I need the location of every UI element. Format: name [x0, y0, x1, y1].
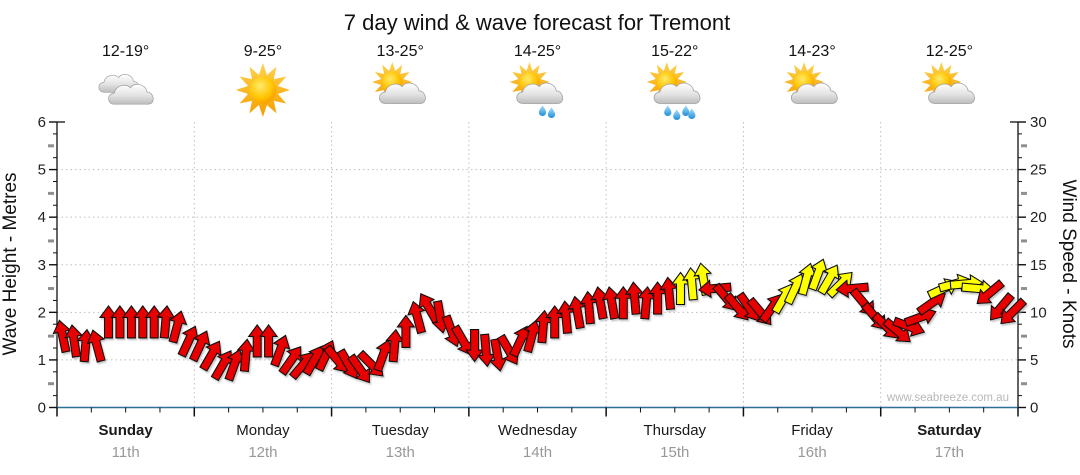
wind-arrow — [259, 324, 278, 358]
day-name-label: Thursday — [644, 422, 707, 439]
wind-arrow-series — [50, 255, 1031, 388]
raindrop-icon-part — [682, 105, 690, 116]
right-axis-tick-label: 5 — [1030, 352, 1038, 369]
day-name-label: Tuesday — [372, 422, 429, 439]
weather-icon-rain-light — [509, 62, 564, 118]
wind-arrow-glyph — [396, 314, 415, 348]
right-axis-tick-label: 20 — [1030, 209, 1047, 226]
left-axis-title: Wave Height - Metres — [0, 172, 21, 355]
wind-arrow — [133, 305, 152, 339]
weather-icon-sunny — [235, 63, 290, 117]
weather-icon-partly-cloudy — [784, 62, 838, 104]
wind-arrow-glyph — [259, 324, 278, 358]
temp-range-label: 13-25° — [377, 43, 424, 60]
weather-icon-partly-cloudy — [372, 62, 426, 104]
weather-icon-showers — [646, 62, 701, 120]
raindrop-icon-part — [688, 108, 696, 119]
temp-range-label: 12-19° — [102, 43, 149, 60]
wind-arrow — [122, 305, 141, 339]
wind-arrow — [396, 314, 415, 348]
wind-arrow — [248, 324, 267, 358]
day-name-label: Saturday — [917, 422, 982, 439]
wind-arrow-glyph — [248, 324, 267, 358]
left-axis-tick-label: 1 — [38, 352, 46, 369]
wind-arrow-glyph — [145, 305, 164, 339]
date-label: 16th — [797, 444, 826, 461]
axis-layer: 0 01 52 103 154 205 256 30 — [38, 114, 1047, 417]
temp-range-label: 14-23° — [788, 43, 835, 60]
watermark-text: www.seabreeze.com.au — [886, 392, 1009, 404]
date-label: 12th — [248, 444, 277, 461]
date-label: 13th — [386, 444, 415, 461]
raindrop-icon-part — [547, 107, 556, 118]
temp-range-label: 15-22° — [651, 43, 698, 60]
date-label: 11th — [112, 444, 140, 461]
temp-range-label: 12-25° — [926, 43, 973, 60]
left-axis-tick-label: 3 — [38, 257, 46, 274]
weather-icon-partly-cloudy — [921, 62, 976, 104]
chart-title: 7 day wind & wave forecast for Tremont — [344, 10, 730, 35]
day-name-label: Sunday — [99, 422, 154, 439]
left-axis-tick-label: 0 — [38, 400, 46, 417]
temp-range-label: 14-25° — [514, 43, 561, 60]
header-layer: 12-19° 9-25° 13-25° 14-25° 15-22° 14-23° 12-25… — [98, 43, 976, 120]
weather-icon-cloudy — [98, 73, 154, 105]
right-axis-title: Wind Speed - Knots — [1058, 180, 1079, 349]
day-name-label: Friday — [791, 422, 833, 439]
left-axis-tick-label: 4 — [38, 209, 46, 226]
raindrop-icon-part — [538, 105, 547, 116]
sun-icon-part — [235, 63, 290, 117]
raindrop-icon-part — [673, 109, 681, 120]
wind-arrow — [99, 305, 118, 339]
sun-disc — [249, 76, 277, 104]
date-label: 14th — [523, 444, 552, 461]
wind-arrow-glyph — [110, 305, 129, 339]
left-axis-tick-label: 5 — [38, 162, 46, 179]
left-axis-tick-label: 2 — [38, 304, 46, 321]
day-name-label: Wednesday — [498, 422, 577, 439]
wind-arrow-glyph — [122, 305, 141, 339]
right-axis-tick-label: 25 — [1030, 162, 1047, 179]
wind-arrow-glyph — [99, 305, 118, 339]
x-axis-labels: Sunday 11th Monday 12th Tuesday 13th Wednesday… — [99, 422, 983, 461]
wind-arrow-glyph — [133, 305, 152, 339]
wind-arrow — [110, 305, 129, 339]
date-label: 15th — [660, 444, 689, 461]
right-axis-tick-label: 15 — [1030, 257, 1047, 274]
date-label: 17th — [935, 444, 964, 461]
day-name-label: Monday — [236, 422, 290, 439]
raindrop-icon-part — [664, 105, 672, 116]
right-axis-tick-label: 10 — [1030, 304, 1047, 321]
temp-range-label: 9-25° — [244, 43, 282, 60]
wind-arrow — [145, 305, 164, 339]
right-axis-tick-label: 30 — [1030, 114, 1047, 131]
left-axis-tick-label: 6 — [38, 114, 46, 131]
right-axis-tick-label: 0 — [1030, 400, 1038, 417]
